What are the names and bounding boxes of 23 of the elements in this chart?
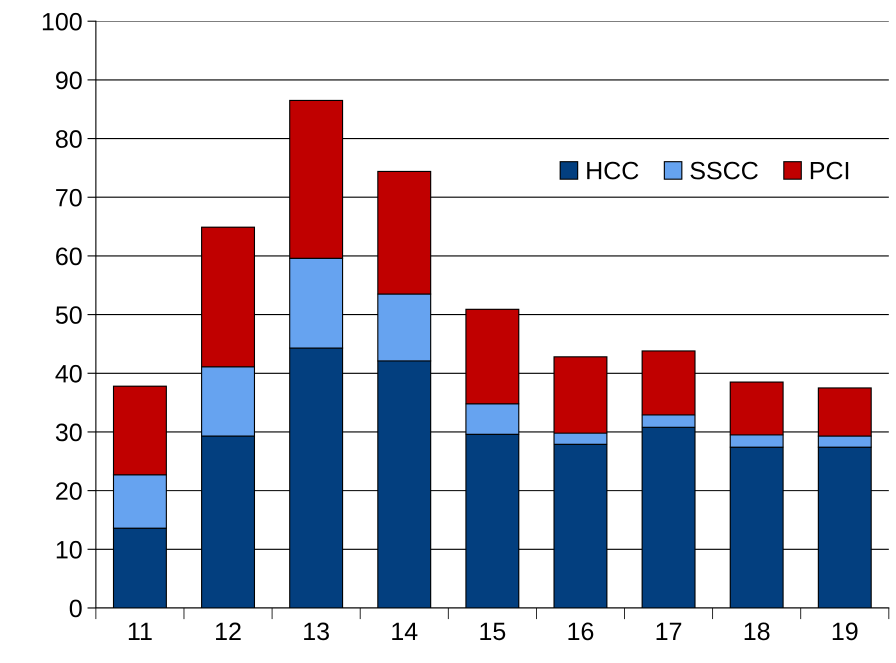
legend-label: SSCC <box>690 162 758 180</box>
y-tick-label: 0 <box>70 600 82 618</box>
y-tick-label: 80 <box>56 130 82 148</box>
x-tick-label: 15 <box>480 622 506 640</box>
y-tick-label: 10 <box>56 540 82 559</box>
x-tick-label: 17 <box>656 622 682 640</box>
x-tick-label: 11 <box>128 622 152 640</box>
y-tick-label: 70 <box>56 188 82 207</box>
x-tick-label: 13 <box>304 622 329 640</box>
y-tick-label: 30 <box>56 424 82 442</box>
x-tick-label: 18 <box>744 622 770 640</box>
x-tick-label: 14 <box>392 622 418 640</box>
y-tick-label: 20 <box>56 482 82 500</box>
x-tick-label: 12 <box>216 622 241 640</box>
y-tick-label: 40 <box>55 364 82 383</box>
y-tick-label: 50 <box>56 306 82 324</box>
x-tick-label: 16 <box>568 622 594 640</box>
y-tick-label: 100 <box>42 12 82 31</box>
y-tick-label: 60 <box>56 248 82 266</box>
y-tick-label: 90 <box>56 71 82 90</box>
legend-label: HCC <box>587 162 638 180</box>
legend-label: PCI <box>810 162 848 180</box>
x-tick-label: 19 <box>832 622 858 640</box>
